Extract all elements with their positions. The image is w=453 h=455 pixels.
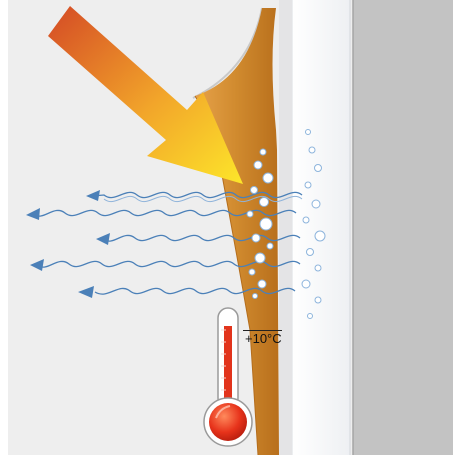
heat-waves	[33, 191, 303, 295]
moisture-bubble-icon	[307, 313, 313, 319]
moisture-bubble-icon	[251, 233, 261, 243]
moisture-bubble-icon	[305, 129, 311, 135]
moisture-bubble-icon	[253, 160, 263, 170]
moisture-bubble-icon	[314, 164, 322, 172]
arrowhead-icon	[78, 286, 94, 298]
moisture-bubble-icon	[302, 216, 310, 224]
moisture-bubble-icon	[306, 248, 314, 256]
moisture-bubble-icon	[308, 146, 316, 154]
moisture-bubble-icon	[314, 230, 326, 242]
arrowhead-icon	[26, 208, 40, 220]
moisture-bubble-icon	[254, 252, 266, 264]
heat-wave-arrow-icon	[103, 234, 301, 242]
heat-wave-arrowheads	[26, 190, 110, 298]
moisture-bubble-icon	[250, 186, 258, 194]
arrowhead-icon	[86, 190, 100, 201]
heat-wave-arrow-icon	[91, 191, 303, 199]
moisture-bubble-icon	[301, 279, 311, 289]
moisture-bubble-icon	[259, 217, 273, 231]
thermometer-icon	[203, 307, 253, 447]
heat-wave-arrow-icon	[33, 209, 297, 217]
moisture-bubble-icon	[314, 264, 322, 272]
moisture-bubble-icon	[252, 293, 258, 299]
arrowhead-icon	[30, 259, 44, 271]
wall-arc	[192, 7, 263, 99]
moisture-bubble-icon	[248, 268, 256, 276]
moisture-bubble-icon	[259, 197, 269, 207]
right-grey-panel	[353, 0, 453, 455]
temperature-label: +10°C	[243, 330, 282, 346]
heat-wave-arrow-icon	[103, 195, 303, 203]
moisture-bubble-icon	[246, 210, 254, 218]
moisture-bubble-icon	[257, 279, 267, 289]
moisture-bubble-icon	[311, 199, 321, 209]
moisture-bubble-icon	[259, 148, 267, 156]
backing-strip	[279, 0, 292, 455]
heat-wave-arrow-icon	[94, 287, 296, 295]
insulation-layer	[291, 0, 351, 455]
moisture-bubble-icon	[314, 296, 322, 304]
membrane-layer	[195, 8, 279, 455]
arrowhead-icon	[96, 233, 110, 245]
sun-ray-arrow-icon	[48, 6, 243, 184]
moisture-bubble-icon	[304, 181, 312, 189]
moisture-bubble-icon	[266, 242, 274, 250]
moisture-bubbles	[246, 129, 326, 319]
moisture-bubble-icon	[262, 172, 274, 184]
